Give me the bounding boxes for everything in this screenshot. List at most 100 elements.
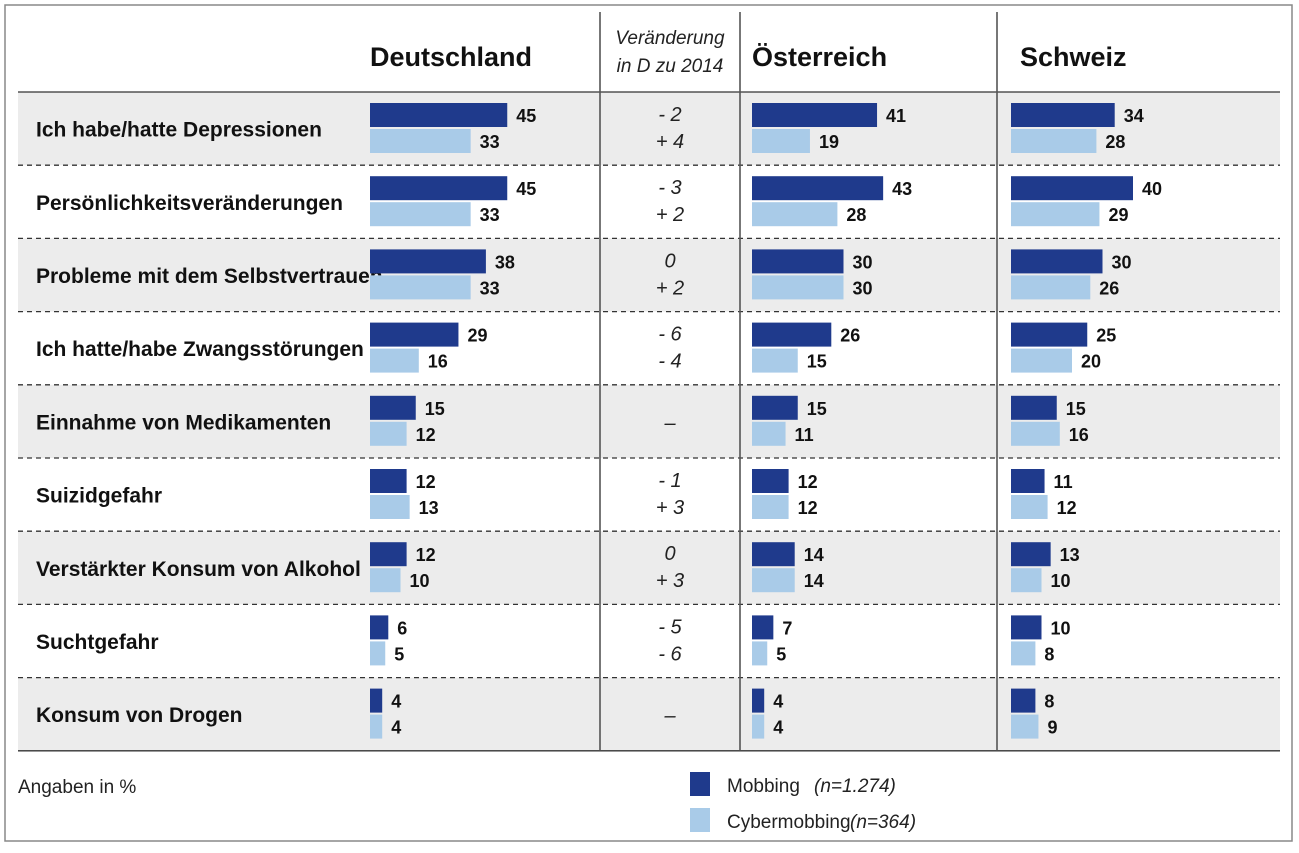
bar-mobbing	[370, 469, 407, 493]
bar-value-label: 11	[795, 425, 814, 445]
bar-value-label: 29	[1108, 205, 1128, 225]
bar-cybermobbing	[370, 714, 383, 739]
column-header-schweiz: Schweiz	[1020, 42, 1127, 72]
bar-value-label: 15	[807, 352, 827, 372]
bar-value-label: 40	[1142, 179, 1162, 199]
bar-mobbing	[370, 542, 407, 567]
bar-cybermobbing	[1011, 129, 1097, 153]
change-value-cybermobbing: + 2	[656, 204, 684, 226]
category-label: Einnahme von Medikamenten	[36, 411, 331, 434]
change-value-mobbing: - 3	[658, 177, 681, 199]
bar-cybermobbing	[1011, 641, 1036, 666]
bar-cybermobbing	[752, 641, 768, 666]
bar-mobbing	[370, 395, 416, 420]
bar-cybermobbing	[1011, 202, 1100, 227]
bar-value-label: 7	[782, 618, 792, 638]
bar-mobbing	[370, 322, 459, 347]
legend-swatch-mobbing	[690, 772, 710, 796]
bar-value-label: 10	[1051, 618, 1071, 638]
bar-mobbing	[752, 395, 798, 420]
bar-value-label: 25	[1096, 326, 1116, 346]
category-label: Ich hatte/habe Zwangsstörungen	[36, 338, 364, 361]
bar-mobbing	[370, 176, 508, 201]
change-value-mobbing: 0	[664, 543, 675, 565]
bar-mobbing	[1011, 615, 1042, 640]
bar-value-label: 28	[846, 205, 866, 225]
bar-mobbing	[370, 688, 383, 713]
column-header-deutschland: Deutschland	[370, 42, 532, 72]
column-header-oesterreich: Österreich	[752, 42, 887, 72]
bar-value-label: 30	[1112, 252, 1132, 272]
bar-cybermobbing	[1011, 714, 1039, 739]
bar-value-label: 8	[1044, 644, 1054, 664]
legend-label-cybermobbing: Cybermobbing	[727, 812, 851, 833]
bar-value-label: 12	[1057, 498, 1077, 518]
change-value-mobbing: - 2	[658, 104, 681, 126]
bar-value-label: 45	[516, 179, 536, 199]
category-label: Verstärkter Konsum von Alkohol	[36, 558, 361, 581]
bar-value-label: 45	[516, 106, 536, 126]
bar-value-label: 12	[416, 472, 436, 492]
bar-cybermobbing	[1011, 348, 1072, 373]
bar-value-label: 15	[807, 399, 827, 419]
bar-cybermobbing	[1011, 495, 1048, 519]
bar-cybermobbing	[370, 129, 471, 153]
bar-cybermobbing	[752, 421, 786, 446]
bar-value-label: 8	[1044, 692, 1054, 712]
bar-mobbing	[752, 469, 789, 493]
bar-value-label: 5	[776, 644, 786, 664]
category-label: Konsum von Drogen	[36, 704, 243, 727]
change-value: –	[663, 705, 676, 727]
bar-value-label: 15	[1066, 399, 1086, 419]
bar-mobbing	[1011, 395, 1057, 420]
bar-mobbing	[752, 542, 795, 567]
bar-value-label: 41	[886, 106, 906, 126]
bar-cybermobbing	[370, 641, 386, 666]
bar-value-label: 26	[1099, 278, 1119, 298]
bar-value-label: 6	[397, 618, 407, 638]
bar-value-label: 4	[391, 718, 401, 738]
row-background	[18, 384, 1280, 458]
bar-mobbing	[1011, 688, 1036, 713]
bar-mobbing	[1011, 542, 1051, 567]
bar-value-label: 16	[428, 352, 448, 372]
legend-label-mobbing: Mobbing	[727, 776, 800, 797]
bar-value-label: 14	[804, 571, 824, 591]
bar-mobbing	[370, 249, 486, 274]
bar-cybermobbing	[752, 714, 765, 739]
chart-frame	[4, 4, 1293, 842]
bar-value-label: 19	[819, 132, 839, 152]
bar-value-label: 4	[391, 692, 401, 712]
bar-cybermobbing	[1011, 275, 1091, 300]
bar-mobbing	[752, 615, 774, 640]
bar-cybermobbing	[752, 129, 810, 153]
bar-value-label: 43	[892, 179, 912, 199]
change-header-line2: in D zu 2014	[617, 56, 724, 77]
row-background	[18, 531, 1280, 605]
bar-cybermobbing	[1011, 421, 1060, 446]
change-value-mobbing: 0	[664, 250, 675, 272]
change-value-cybermobbing: + 2	[656, 277, 684, 299]
bar-value-label: 30	[853, 278, 873, 298]
bar-cybermobbing	[752, 348, 798, 373]
bar-value-label: 12	[798, 498, 818, 518]
bar-cybermobbing	[370, 495, 410, 519]
change-value-cybermobbing: - 4	[658, 351, 681, 373]
bar-value-label: 26	[840, 326, 860, 346]
change-header-line1: Veränderung	[615, 28, 725, 49]
bar-cybermobbing	[752, 202, 838, 227]
change-value-cybermobbing: + 4	[656, 131, 684, 153]
bar-mobbing	[752, 688, 765, 713]
change-value-mobbing: - 5	[658, 616, 682, 638]
bar-value-label: 13	[1060, 545, 1080, 565]
bar-cybermobbing	[1011, 568, 1042, 593]
bar-cybermobbing	[752, 495, 789, 519]
bar-value-label: 38	[495, 252, 515, 272]
bar-cybermobbing	[752, 568, 795, 593]
bar-cybermobbing	[752, 275, 844, 300]
bar-mobbing	[752, 249, 844, 274]
bar-value-label: 10	[1051, 571, 1071, 591]
bar-value-label: 5	[394, 644, 404, 664]
bar-cybermobbing	[370, 275, 471, 300]
